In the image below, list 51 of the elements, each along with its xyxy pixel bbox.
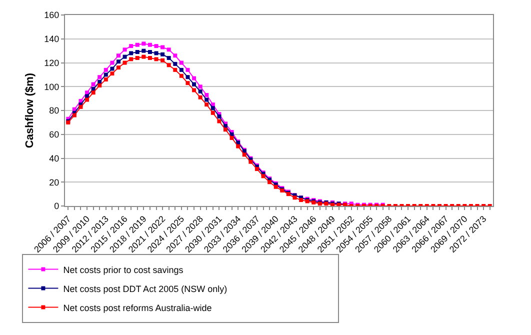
point — [186, 68, 190, 72]
point — [142, 48, 146, 53]
point — [179, 68, 184, 72]
point — [110, 60, 114, 65]
point — [142, 42, 146, 46]
y-tick-label: 80 — [49, 106, 60, 116]
y-tick-label: 100 — [44, 82, 60, 92]
legend-label: Net costs post reforms Australia-wide — [63, 302, 212, 313]
point — [173, 62, 178, 66]
point — [110, 66, 114, 71]
point — [116, 54, 120, 58]
point — [135, 42, 140, 47]
y-tick-label: 40 — [49, 153, 60, 164]
point — [173, 54, 178, 58]
point — [91, 82, 96, 86]
point — [154, 51, 158, 56]
point — [98, 75, 102, 80]
legend-label: Net costs prior to cost savings — [63, 264, 184, 275]
point — [104, 68, 108, 72]
point — [166, 56, 171, 60]
y-tick-label: 140 — [44, 34, 60, 44]
point — [148, 50, 152, 54]
point — [179, 60, 184, 65]
point — [122, 54, 127, 59]
y-tick-label: 160 — [44, 10, 60, 20]
point — [160, 52, 165, 56]
point — [154, 44, 158, 48]
y-axis-title: Cashflow ($m) — [24, 72, 36, 148]
point — [210, 106, 215, 110]
y-tick-label: 60 — [49, 130, 60, 140]
point — [204, 92, 209, 97]
point — [122, 48, 127, 52]
point — [192, 76, 196, 80]
point — [129, 44, 134, 48]
point — [204, 98, 209, 102]
point — [160, 45, 165, 50]
point — [129, 51, 134, 56]
point — [116, 60, 120, 64]
y-tick-label: 20 — [49, 177, 60, 188]
legend-label: Net costs post DDT Act 2005 (NSW only) — [63, 284, 228, 294]
point — [104, 72, 108, 77]
point — [148, 42, 152, 47]
point — [198, 89, 202, 94]
point — [135, 50, 140, 54]
y-tick-label: 0 — [54, 201, 60, 212]
point — [85, 94, 90, 98]
y-tick-label: 120 — [44, 58, 60, 68]
point — [198, 84, 202, 89]
point — [166, 48, 171, 52]
point — [186, 75, 190, 80]
point — [192, 82, 196, 86]
